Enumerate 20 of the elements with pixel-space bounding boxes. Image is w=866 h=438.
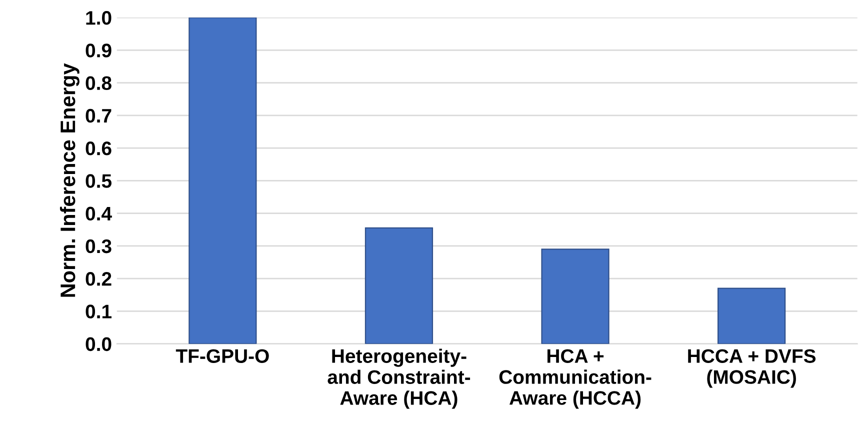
y-tick-label: 0.7: [86, 108, 112, 123]
x-tick-label: Heterogeneity- and Constraint- Aware (HCA): [328, 348, 470, 409]
bar: [188, 18, 257, 344]
bar: [364, 227, 434, 344]
y-tick-label: 0.4: [86, 206, 112, 221]
x-tick-label: HCA + Communication- Aware (HCCA): [499, 349, 652, 409]
y-tick-label: 0.3: [86, 239, 112, 254]
bar: [541, 248, 610, 344]
y-tick-label: 0.0: [86, 337, 112, 352]
y-tick-label: 0.5: [86, 174, 112, 188]
y-tick-label: 0.2: [86, 272, 112, 286]
x-tick-label: TF-GPU-O: [176, 349, 269, 363]
y-tick-label: 1.0: [86, 10, 112, 25]
y-tick-label: 0.8: [86, 76, 112, 90]
y-tick-label: 0.9: [86, 44, 112, 58]
y-tick-label: 0.1: [86, 304, 112, 318]
y-tick-label: 0.6: [86, 142, 112, 156]
x-tick-label: HCCA + DVFS (MOSAIC): [688, 349, 816, 388]
bar: [718, 288, 786, 344]
y-axis-title: Norm. Inference Energy: [60, 63, 80, 297]
